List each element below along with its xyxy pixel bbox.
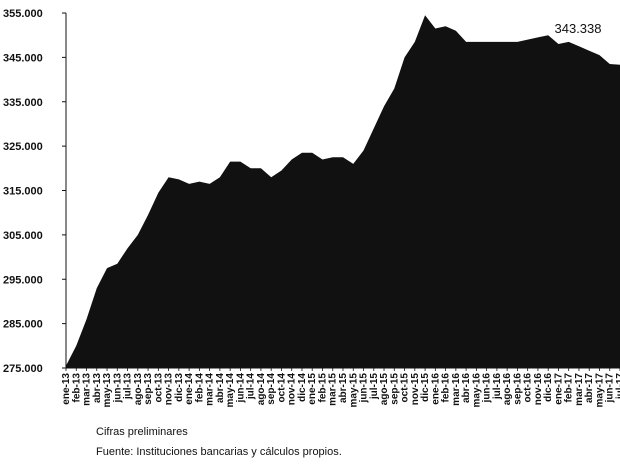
x-tick-label: jun-14 (235, 373, 246, 404)
x-tick-label: mar-15 (328, 373, 339, 406)
preliminary-note: Cifras preliminares (96, 426, 188, 438)
x-tick-label: jul-17 (615, 373, 620, 401)
x-tick-label: jul-14 (246, 373, 257, 401)
x-tick-label: abr-17 (584, 373, 595, 403)
x-tick-label: mar-16 (451, 373, 462, 406)
x-tick-label: oct-14 (276, 373, 287, 403)
plot-area (66, 15, 620, 368)
area-chart: 275.000 285.000 295.000 305.000 315.000 325.0… (3, 8, 620, 408)
x-tick-label: abr-14 (215, 373, 226, 403)
x-tick-label: abr-16 (461, 373, 472, 403)
x-tick-label: oct-13 (153, 373, 164, 403)
x-tick-label: dic-13 (174, 373, 185, 402)
y-axis: 275.000 285.000 295.000 305.000 315.000 325.0… (3, 8, 67, 375)
x-tick-label: sep-15 (389, 373, 400, 405)
x-tick-label: sep-13 (143, 373, 154, 405)
x-tick-label: feb-14 (194, 373, 205, 403)
x-tick-label: feb-17 (564, 373, 575, 403)
y-tick-label: 345.000 (3, 52, 43, 64)
x-tick-label: dic-14 (297, 373, 308, 402)
x-tick-label: may-17 (594, 373, 605, 408)
x-tick-label: jun-13 (112, 373, 123, 404)
y-tick-label: 325.000 (3, 141, 43, 153)
y-tick-label: 315.000 (3, 186, 43, 198)
x-tick-label: feb-16 (441, 373, 452, 403)
x-tick-label: oct-15 (400, 373, 411, 403)
y-tick-label: 305.000 (3, 230, 43, 242)
x-tick-label: jun-17 (605, 373, 616, 404)
x-tick-label: may-16 (471, 373, 482, 408)
x-tick-label: ago-13 (133, 373, 144, 406)
x-tick-label: oct-16 (523, 373, 534, 403)
x-tick-label: may-14 (225, 373, 236, 408)
x-tick-label: mar-17 (574, 373, 585, 406)
x-tick-label: abr-15 (338, 373, 349, 403)
y-tick-label: 275.000 (3, 363, 43, 375)
x-tick-label: nov-15 (410, 373, 421, 406)
x-tick-label: ene-14 (184, 373, 195, 405)
x-tick-label: ago-15 (379, 373, 390, 406)
x-tick-label: nov-16 (533, 373, 544, 406)
x-tick-label: dic-15 (420, 373, 431, 402)
x-tick-label: jun-15 (359, 373, 370, 404)
x-tick-label: nov-14 (287, 373, 298, 406)
x-tick-label: feb-13 (71, 373, 82, 403)
last-value-label: 343.338 (555, 21, 602, 36)
x-tick-label: mar-13 (82, 373, 93, 406)
x-tick-label: ene-16 (430, 373, 441, 405)
x-tick-label: may-13 (102, 373, 113, 408)
x-tick-label: ene-17 (553, 373, 564, 405)
series-area (66, 15, 620, 368)
y-tick-label: 355.000 (3, 8, 43, 20)
y-tick-label: 285.000 (3, 319, 43, 331)
y-tick-label: 335.000 (3, 97, 43, 109)
x-tick-label: abr-13 (92, 373, 103, 403)
x-tick-label: nov-13 (164, 373, 175, 406)
source-note: Fuente: Instituciones bancarias y cálcul… (96, 446, 342, 458)
x-axis: ene-13 feb-13 mar-13 abr-13 may-13 jun-13 jul-… (61, 367, 620, 408)
x-tick-label: sep-16 (512, 373, 523, 405)
x-tick-label: ene-15 (307, 373, 318, 405)
x-tick-label: mar-14 (205, 373, 216, 406)
x-tick-label: jul-13 (123, 373, 134, 401)
x-tick-label: jun-16 (482, 373, 493, 404)
x-tick-label: ago-14 (256, 373, 267, 406)
x-tick-label: dic-16 (543, 373, 554, 402)
x-tick-label: ene-13 (61, 373, 72, 405)
x-tick-label: jul-16 (492, 373, 503, 401)
x-tick-label: ago-16 (502, 373, 513, 406)
x-tick-label: may-15 (348, 373, 359, 408)
x-tick-label: sep-14 (266, 373, 277, 405)
x-tick-label: feb-15 (317, 373, 328, 403)
x-tick-label: jul-15 (369, 373, 380, 401)
y-tick-label: 295.000 (3, 274, 43, 286)
